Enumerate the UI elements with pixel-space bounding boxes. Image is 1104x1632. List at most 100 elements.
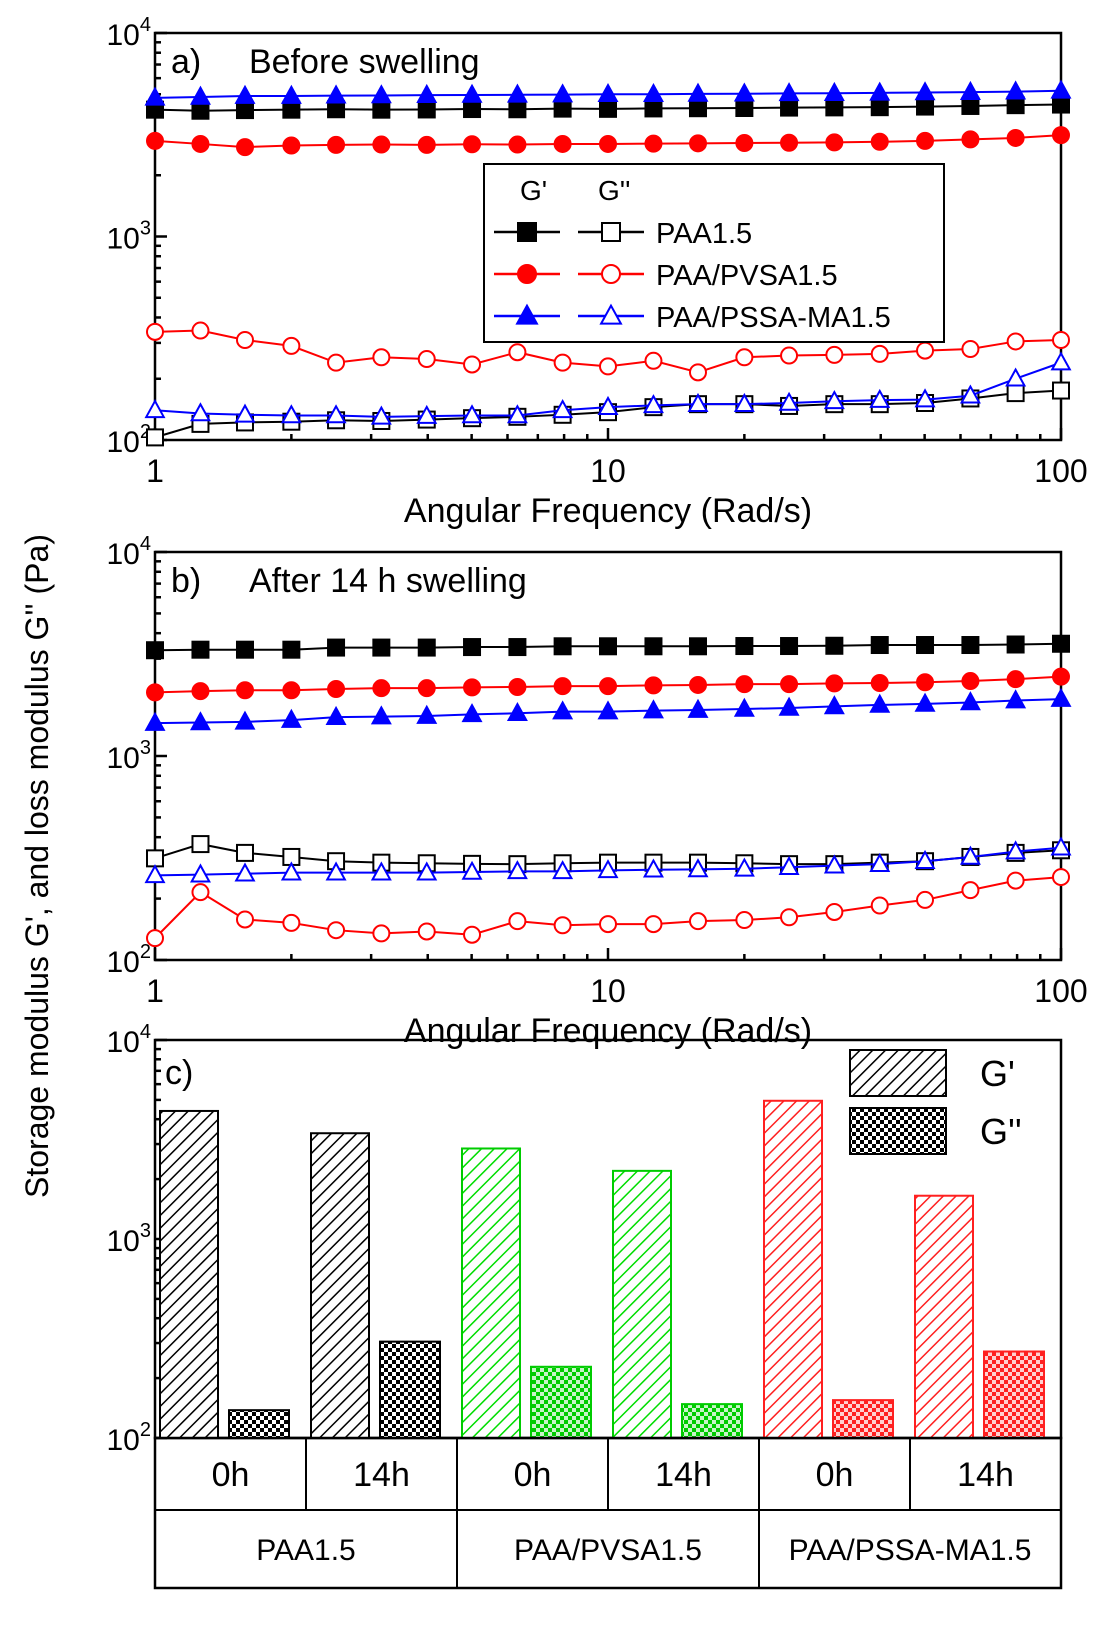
data-point [508, 343, 527, 362]
data-point [1005, 80, 1027, 100]
data-point [189, 85, 211, 105]
y-tick-label: 103 [107, 1220, 152, 1258]
data-point [508, 100, 527, 119]
data-point [733, 857, 755, 877]
legend-label-gprime: G' [980, 1053, 1015, 1094]
data-point [1006, 670, 1025, 689]
data-point [735, 911, 754, 930]
y-tick-label: 104 [107, 14, 152, 52]
data-point [146, 428, 164, 447]
data-point [870, 896, 889, 915]
data-point [191, 835, 210, 854]
data-point [597, 82, 619, 103]
data-point [778, 82, 800, 102]
data-point [235, 101, 254, 120]
x-tick-label: 10 [590, 973, 626, 1009]
data-point [463, 925, 482, 944]
data-point [234, 710, 256, 730]
data-point [191, 640, 210, 659]
bar-gdoubleprime [681, 1403, 743, 1439]
data-point [416, 704, 438, 724]
data-point [687, 698, 709, 718]
data-point [461, 703, 483, 723]
legend-marker-filled [515, 303, 539, 325]
data-point [914, 388, 936, 408]
data-point [234, 403, 256, 423]
data-point [553, 353, 572, 372]
data-point [327, 638, 346, 657]
bar-gprime [612, 1169, 672, 1440]
data-point [735, 99, 754, 118]
data-point [508, 677, 527, 696]
data-point [599, 134, 617, 153]
data-point [778, 391, 800, 411]
legend-marker-open [601, 264, 621, 284]
data-point [735, 637, 754, 656]
data-point [642, 699, 664, 719]
data-point [463, 678, 482, 697]
data-point [597, 859, 619, 879]
data-point [688, 912, 707, 931]
time-label: 14h [655, 1456, 712, 1494]
data-point [870, 636, 889, 655]
data-point [1050, 687, 1072, 707]
data-point [780, 98, 799, 117]
data-point [644, 351, 663, 370]
data-point [599, 677, 617, 696]
data-point [325, 84, 347, 104]
data-point [463, 355, 482, 374]
group-label: PAA/PSSA-MA1.5 [789, 1534, 1032, 1567]
data-point [688, 363, 707, 382]
data-point [235, 640, 254, 659]
data-point [552, 700, 574, 720]
data-point [372, 348, 391, 367]
data-point [961, 672, 980, 691]
legend-box [483, 163, 945, 343]
data-point [1005, 367, 1027, 387]
data-point [644, 134, 663, 153]
data-point [959, 691, 981, 711]
data-point [778, 855, 800, 876]
data-point [325, 705, 347, 725]
data-point [235, 138, 254, 157]
legend-entry-label: PAA/PSSA-MA1.5 [656, 302, 891, 334]
data-point [370, 705, 392, 725]
data-point [461, 83, 483, 103]
data-point [916, 97, 935, 116]
panel-title: Before swelling [249, 43, 480, 81]
data-point [235, 681, 254, 700]
data-point [146, 929, 164, 948]
data-point [599, 637, 617, 656]
data-point [327, 680, 346, 699]
data-point [1005, 840, 1027, 860]
data-point [961, 881, 980, 900]
data-point [461, 860, 483, 880]
data-point [644, 637, 663, 656]
data-point [144, 398, 166, 419]
data-point [235, 331, 254, 350]
time-label: 14h [957, 1456, 1014, 1494]
data-point [191, 321, 210, 340]
x-tick-label: 100 [1034, 453, 1087, 489]
data-point [644, 99, 663, 118]
panel-label: b) [171, 562, 201, 600]
group-label: PAA/PVSA1.5 [514, 1534, 702, 1567]
data-point [553, 637, 572, 656]
data-point [644, 676, 663, 695]
panel-c: 102 103 104 c) 0h 14h PAA1.5 0h 14h PAA/PVSA1.5 0h… [107, 1021, 1063, 1590]
data-point [146, 849, 164, 868]
data-point [825, 98, 844, 117]
data-point [778, 696, 800, 716]
data-point [961, 130, 980, 149]
data-point [327, 921, 346, 940]
data-point [191, 883, 210, 902]
data-point [370, 405, 392, 425]
legend-label-gdoubleprime: G'' [980, 1111, 1022, 1152]
data-point [327, 353, 346, 372]
data-point [282, 336, 301, 355]
data-point [687, 82, 709, 102]
data-point [417, 100, 436, 119]
data-point [869, 388, 891, 408]
data-point [823, 389, 845, 410]
